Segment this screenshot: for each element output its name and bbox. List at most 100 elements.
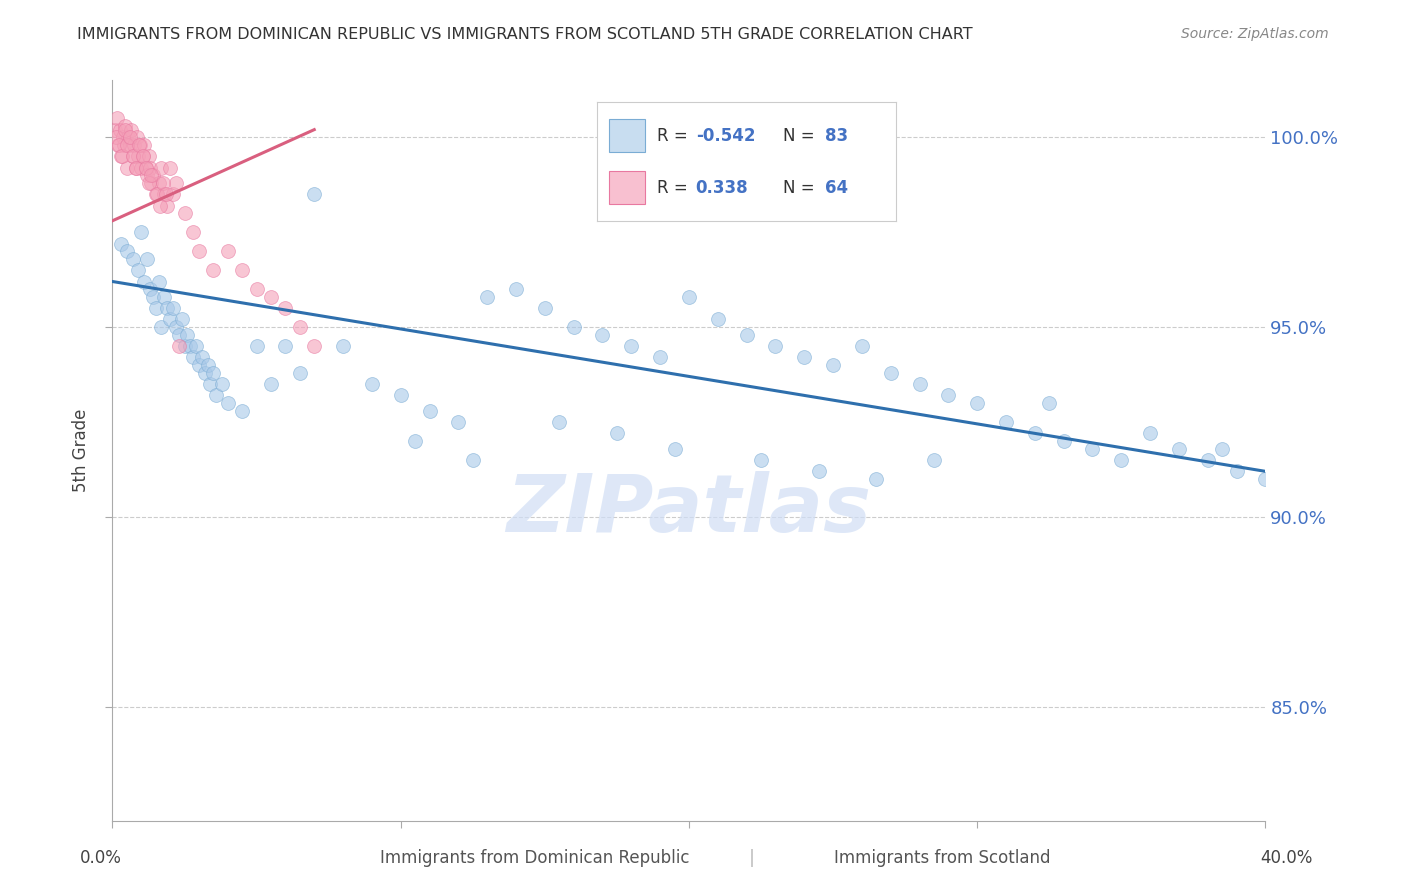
Point <box>389 388 412 402</box>
Point <box>138 149 160 163</box>
Point <box>620 339 643 353</box>
Point <box>880 366 903 380</box>
Point <box>170 312 193 326</box>
Point <box>332 339 354 353</box>
Point <box>447 415 470 429</box>
Point <box>107 137 129 152</box>
Point <box>202 263 225 277</box>
Point <box>1139 426 1161 441</box>
Point <box>132 149 155 163</box>
Point <box>128 137 150 152</box>
Point <box>134 275 156 289</box>
Point <box>288 366 311 380</box>
Point <box>188 244 211 259</box>
Point <box>1053 434 1076 448</box>
Point <box>205 388 228 402</box>
Point <box>153 290 176 304</box>
Point <box>127 263 149 277</box>
Point <box>148 275 170 289</box>
Point <box>124 161 146 175</box>
Point <box>707 312 730 326</box>
Point <box>149 198 172 212</box>
Point <box>110 236 132 251</box>
Point <box>194 366 217 380</box>
Point <box>807 464 830 478</box>
Point <box>167 327 190 342</box>
Point <box>152 176 174 190</box>
Point <box>136 252 159 266</box>
Point <box>159 161 181 175</box>
Point <box>908 377 931 392</box>
Text: |: | <box>749 848 755 866</box>
Point <box>142 168 165 182</box>
Point <box>146 187 169 202</box>
Text: Source: ZipAtlas.com: Source: ZipAtlas.com <box>1181 27 1329 41</box>
Point <box>592 327 614 342</box>
Point <box>548 415 571 429</box>
Point <box>966 396 988 410</box>
Point <box>112 137 135 152</box>
Point <box>211 377 233 392</box>
Point <box>1024 426 1046 441</box>
Point <box>115 161 138 175</box>
Point <box>148 176 170 190</box>
Point <box>865 472 887 486</box>
Point <box>202 366 225 380</box>
Point <box>139 161 162 175</box>
Point <box>138 176 160 190</box>
Point <box>136 168 159 182</box>
Point <box>188 358 211 372</box>
Point <box>150 320 173 334</box>
Point <box>122 149 145 163</box>
Point <box>650 351 672 365</box>
Point <box>134 137 156 152</box>
Point <box>735 327 758 342</box>
Point <box>274 301 297 315</box>
Point <box>159 312 181 326</box>
Point <box>165 320 187 334</box>
Point <box>231 263 253 277</box>
Point <box>104 122 127 136</box>
Point <box>197 358 219 372</box>
Point <box>121 252 143 266</box>
Point <box>135 161 157 175</box>
Point <box>821 358 844 372</box>
Point <box>156 198 179 212</box>
Point <box>200 377 222 392</box>
Point <box>139 282 162 296</box>
Point <box>477 290 499 304</box>
Point <box>105 112 128 126</box>
Text: Immigrants from Dominican Republic: Immigrants from Dominican Republic <box>380 848 689 866</box>
Point <box>793 351 815 365</box>
Point <box>181 351 204 365</box>
Point <box>995 415 1018 429</box>
Point <box>145 301 167 315</box>
Point <box>181 225 204 239</box>
Text: ZIPatlas: ZIPatlas <box>506 471 872 549</box>
Point <box>678 290 700 304</box>
Point <box>122 137 145 152</box>
Point <box>156 301 179 315</box>
Point <box>108 122 131 136</box>
Point <box>162 301 184 315</box>
Point <box>606 426 628 441</box>
Point <box>534 301 557 315</box>
Point <box>404 434 426 448</box>
Point <box>162 187 184 202</box>
Point <box>184 339 207 353</box>
Point <box>1081 442 1104 456</box>
Point <box>304 187 326 202</box>
Point <box>664 442 686 456</box>
Point <box>145 187 167 202</box>
Point <box>191 351 214 365</box>
Point <box>1211 442 1233 456</box>
Point <box>110 149 132 163</box>
Point <box>361 377 384 392</box>
Point <box>217 244 239 259</box>
Point <box>179 339 201 353</box>
Point <box>231 403 253 417</box>
Point <box>128 137 150 152</box>
Point <box>117 130 139 145</box>
Point <box>135 161 157 175</box>
Point <box>108 137 131 152</box>
